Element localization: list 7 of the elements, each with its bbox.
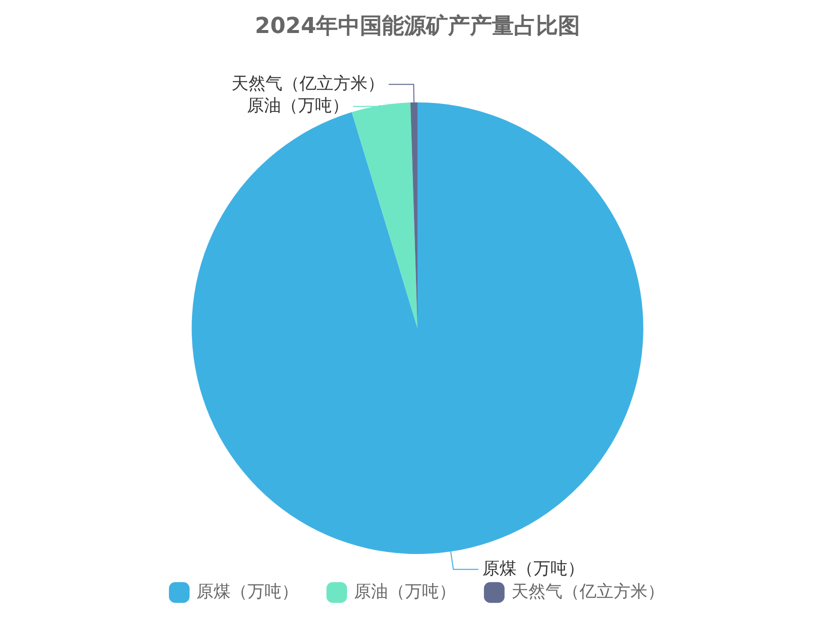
legend-label: 天然气（亿立方米） (511, 582, 664, 602)
chart-title: 2024年中国能源矿产产量占比图 (254, 12, 580, 39)
slice-label: 原煤（万吨） (482, 558, 584, 579)
slice-label: 天然气（亿立方米） (232, 74, 385, 94)
legend-label: 原油（万吨） (354, 582, 456, 602)
slice-label: 原油（万吨） (246, 96, 349, 116)
legend-label: 原煤（万吨） (196, 582, 298, 602)
